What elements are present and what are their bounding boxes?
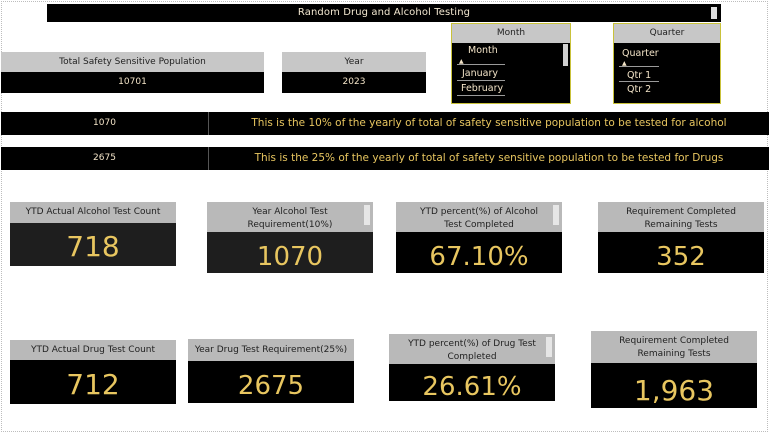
kpi-card-alcohol-percent: YTD percent(%) of Alcohol Test Completed… (396, 202, 562, 273)
population-label: Total Safety Sensitive Population (59, 57, 206, 67)
kpi-card-drug-remaining: Requirement Completed Remaining Tests 1,… (591, 331, 757, 408)
year-value: 2023 (342, 77, 366, 87)
population-value-card: 10701 (1, 72, 264, 93)
kpi-card-drug-requirement: Year Drug Test Requirement(25%) 2675 (188, 339, 354, 403)
sort-asc-icon[interactable]: ▲ (459, 58, 464, 65)
kpi-label: YTD percent(%) of Alcohol Test Completed (396, 202, 562, 232)
kpi-value: 67.10% (396, 232, 562, 273)
kpi-card-drug-actual: YTD Actual Drug Test Count 712 (10, 340, 176, 404)
report-title: Random Drug and Alcohol Testing (297, 7, 471, 18)
kpi-label: YTD percent(%) of Drug Test Completed (389, 334, 555, 364)
month-slicer-header-item[interactable]: Month (468, 45, 498, 56)
month-slicer-title: Month (452, 24, 570, 43)
year-value-card: 2023 (282, 72, 426, 93)
drug-info-row: 2675 This is the 25% of the yearly of to… (1, 147, 769, 170)
kpi-value: 712 (10, 360, 176, 404)
year-label: Year (344, 57, 364, 67)
alcohol-info-value: 1070 (93, 118, 116, 128)
kpi-label: Requirement Completed Remaining Tests (598, 202, 764, 232)
kpi-value: 1,963 (591, 363, 757, 408)
kpi-value: 352 (598, 232, 764, 273)
card-scrollbar[interactable] (553, 205, 559, 225)
kpi-card-drug-percent: YTD percent(%) of Drug Test Completed 26… (389, 334, 555, 402)
month-slicer-item-february[interactable]: February (461, 83, 504, 94)
kpi-label: Year Drug Test Requirement(25%) (188, 339, 354, 361)
kpi-value: 718 (10, 223, 176, 266)
quarter-slicer-title: Quarter (614, 24, 720, 43)
title-scrollbar[interactable] (711, 7, 717, 19)
quarter-slicer-header-item[interactable]: Quarter (622, 48, 659, 59)
sort-asc-icon[interactable]: ▲ (622, 60, 627, 67)
card-scrollbar[interactable] (364, 205, 370, 225)
month-slicer[interactable]: Month Month ▲ January February (451, 23, 571, 104)
quarter-slicer-item-qtr2[interactable]: Qtr 2 (627, 84, 652, 95)
drug-info-text: This is the 25% of the yearly of total o… (254, 152, 724, 164)
quarter-slicer[interactable]: Quarter Quarter ▲ Qtr 1 Qtr 2 (613, 23, 721, 104)
month-slicer-scrollbar[interactable] (563, 44, 568, 66)
population-label-card: Total Safety Sensitive Population (1, 52, 264, 72)
quarter-slicer-item-qtr1[interactable]: Qtr 1 (627, 70, 652, 81)
alcohol-info-text: This is the 10% of the yearly of total o… (251, 117, 727, 129)
kpi-value: 1070 (207, 232, 373, 273)
kpi-card-alcohol-requirement: Year Alcohol Test Requirement(10%) 1070 (207, 202, 373, 273)
month-slicer-item-january[interactable]: January (462, 68, 499, 79)
kpi-label: YTD Actual Alcohol Test Count (10, 202, 176, 223)
kpi-label: Year Alcohol Test Requirement(10%) (207, 202, 373, 232)
kpi-card-alcohol-remaining: Requirement Completed Remaining Tests 35… (598, 202, 764, 273)
population-value: 10701 (118, 77, 147, 87)
kpi-value: 26.61% (389, 364, 555, 402)
alcohol-info-row: 1070 This is the 10% of the yearly of to… (1, 112, 769, 135)
kpi-value: 2675 (188, 361, 354, 403)
card-scrollbar[interactable] (546, 337, 552, 357)
drug-info-value: 2675 (93, 153, 116, 163)
kpi-label: YTD Actual Drug Test Count (10, 340, 176, 360)
year-label-card: Year (282, 52, 426, 72)
report-title-bar: Random Drug and Alcohol Testing (47, 4, 721, 22)
kpi-label: Requirement Completed Remaining Tests (591, 331, 757, 363)
kpi-card-alcohol-actual: YTD Actual Alcohol Test Count 718 (10, 202, 176, 266)
